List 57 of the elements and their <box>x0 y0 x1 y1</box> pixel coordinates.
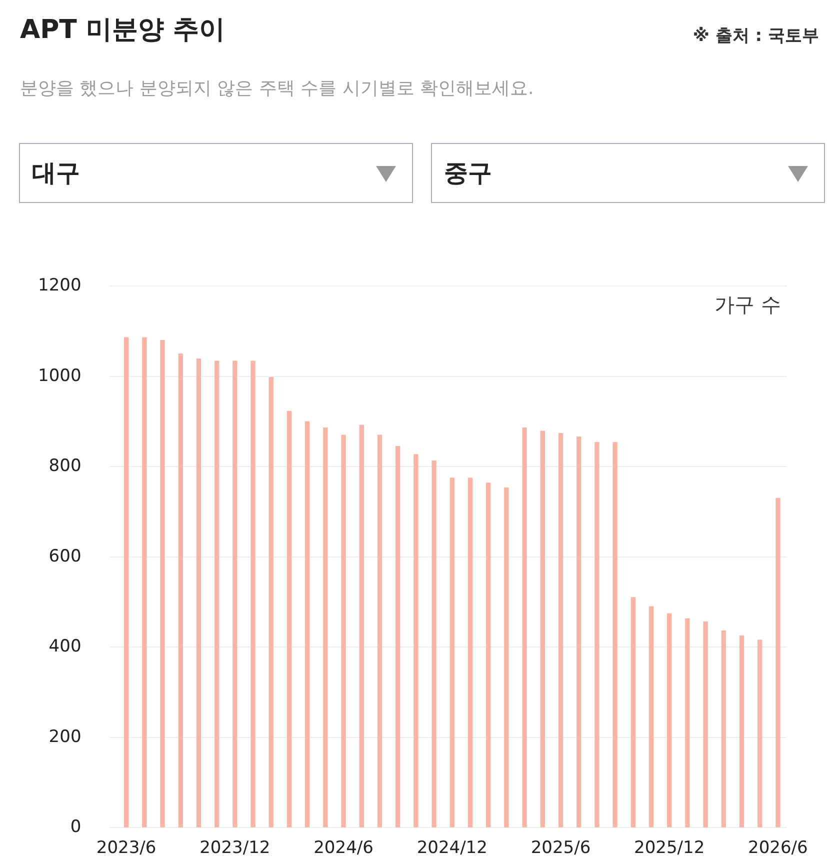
text: ※ 출처 : 국토부 <box>692 25 819 47</box>
bar <box>612 442 618 828</box>
bar <box>776 498 780 828</box>
x-tick-label: 2023/6 <box>96 838 156 858</box>
chart-subtitle: 분양을 했으나 분양되지 않은 주택 수를 시기별로 확인해보세요. <box>20 77 534 100</box>
bar <box>196 358 202 828</box>
bar <box>630 597 636 828</box>
bar <box>323 428 328 828</box>
bar <box>703 622 708 828</box>
bar <box>576 436 582 828</box>
bar <box>124 337 129 828</box>
x-tick-label: 2026/6 <box>748 838 808 858</box>
bar <box>268 377 274 828</box>
bar <box>721 630 726 828</box>
bar <box>250 360 256 828</box>
text: 대구 <box>32 159 80 187</box>
bar <box>522 428 527 828</box>
x-tick-label: 2024/6 <box>314 838 374 858</box>
bar <box>594 442 600 828</box>
bar <box>214 360 220 828</box>
bar <box>648 606 654 828</box>
bar <box>558 432 564 828</box>
y-tick-label: 800 <box>48 456 82 476</box>
bar <box>486 482 491 828</box>
bar <box>450 478 454 828</box>
bar <box>667 613 672 828</box>
x-tick-label: 2023/12 <box>200 838 270 858</box>
bar <box>160 340 165 828</box>
bar <box>178 354 183 828</box>
bar <box>304 421 310 828</box>
y-tick-label: 1200 <box>38 276 82 296</box>
bar <box>359 424 364 828</box>
bar <box>758 640 762 828</box>
y-tick-label: 0 <box>70 817 82 838</box>
bar <box>414 454 418 828</box>
y-axis-title: 가구 수 <box>714 292 781 316</box>
bar <box>685 618 690 828</box>
bar <box>468 478 473 828</box>
x-tick-label: 2024/12 <box>416 838 488 858</box>
y-tick-label: 200 <box>48 726 82 747</box>
x-tick-label: 2025/6 <box>530 838 591 858</box>
y-tick-label: 600 <box>48 546 82 566</box>
bar <box>432 460 436 828</box>
x-tick-label: 2025/12 <box>634 838 705 858</box>
bar <box>377 434 382 828</box>
y-tick-label: 1000 <box>38 366 82 386</box>
y-tick-label: 400 <box>48 636 82 657</box>
bar <box>540 430 545 828</box>
bar <box>232 360 238 828</box>
bar <box>286 410 292 828</box>
bar <box>739 636 744 828</box>
text: 중구 <box>444 159 492 187</box>
chart-title: APT 미분양 추이 <box>20 14 226 47</box>
bar <box>396 446 400 828</box>
bar <box>504 488 509 828</box>
bar <box>142 337 147 828</box>
bar <box>341 434 346 828</box>
